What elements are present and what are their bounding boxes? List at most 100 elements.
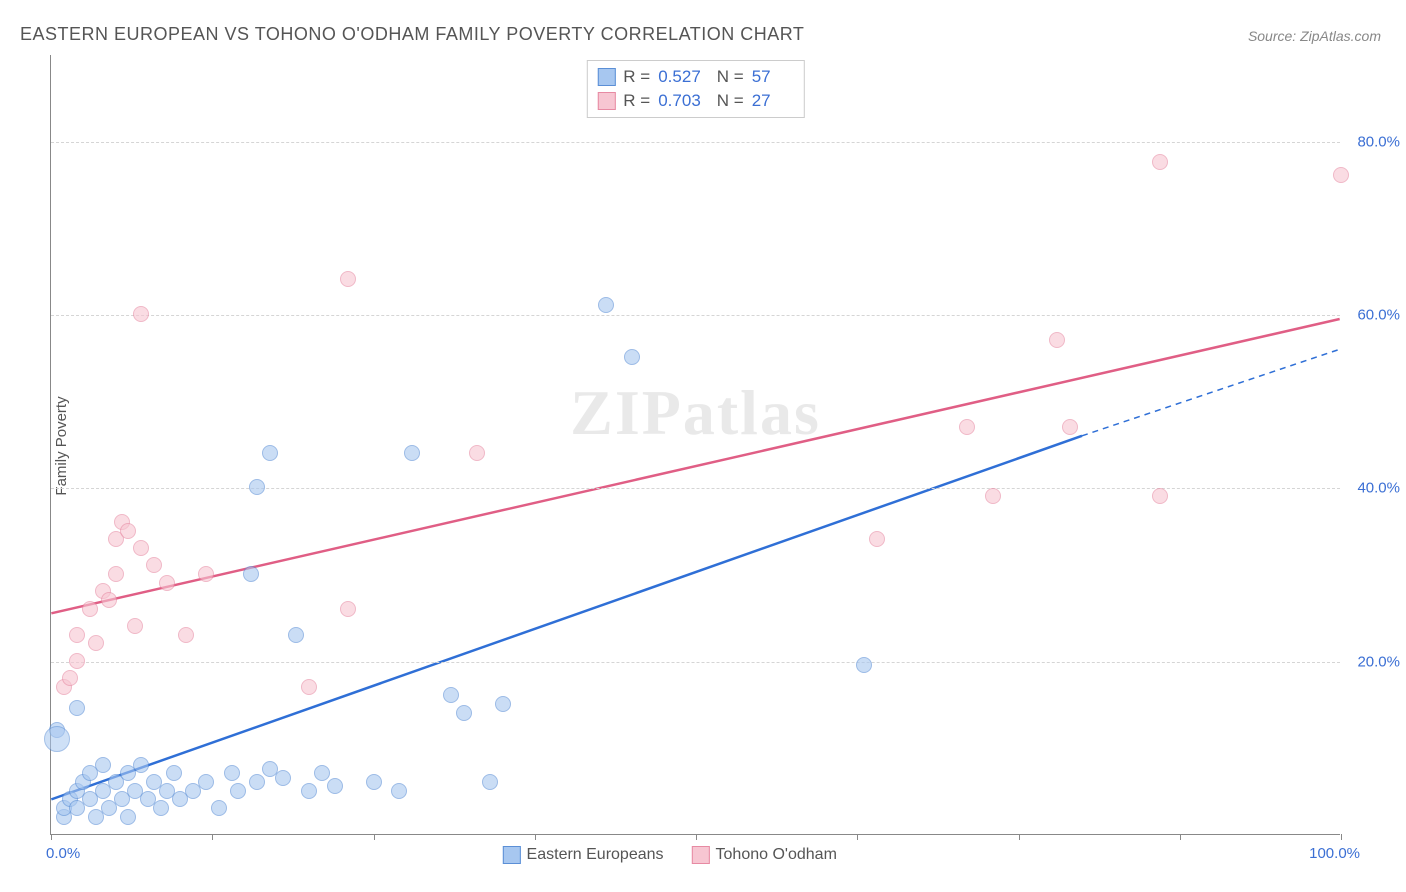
scatter-point bbox=[198, 774, 214, 790]
trend-lines-layer bbox=[51, 55, 1340, 834]
swatch-blue bbox=[503, 846, 521, 864]
stats-row-pink: R = 0.703 N = 27 bbox=[597, 89, 793, 113]
scatter-point bbox=[598, 297, 614, 313]
scatter-point bbox=[456, 705, 472, 721]
gridline bbox=[51, 142, 1340, 143]
scatter-point bbox=[391, 783, 407, 799]
scatter-point bbox=[211, 800, 227, 816]
x-tick bbox=[1341, 834, 1342, 840]
plot-area: ZIPatlas R = 0.527 N = 57 R = 0.703 N = … bbox=[50, 55, 1340, 835]
x-tick bbox=[1180, 834, 1181, 840]
scatter-point-large bbox=[44, 726, 70, 752]
scatter-point bbox=[108, 566, 124, 582]
x-tick bbox=[51, 834, 52, 840]
scatter-point bbox=[495, 696, 511, 712]
legend-item-pink: Tohono O'odham bbox=[692, 846, 837, 864]
scatter-point bbox=[482, 774, 498, 790]
n-value-blue: 57 bbox=[752, 67, 794, 87]
scatter-point bbox=[1049, 332, 1065, 348]
x-axis-max-label: 100.0% bbox=[1309, 845, 1360, 862]
scatter-point bbox=[101, 592, 117, 608]
scatter-point bbox=[88, 635, 104, 651]
r-value-pink: 0.703 bbox=[658, 91, 701, 111]
scatter-point bbox=[469, 445, 485, 461]
scatter-point bbox=[366, 774, 382, 790]
x-tick bbox=[535, 834, 536, 840]
scatter-point bbox=[288, 627, 304, 643]
x-tick bbox=[212, 834, 213, 840]
scatter-point bbox=[133, 757, 149, 773]
n-label: N = bbox=[717, 67, 744, 87]
trend-line-blue bbox=[51, 436, 1082, 800]
scatter-point bbox=[153, 800, 169, 816]
scatter-point bbox=[95, 757, 111, 773]
scatter-point bbox=[166, 765, 182, 781]
y-tick-label: 40.0% bbox=[1357, 480, 1400, 497]
scatter-point bbox=[327, 778, 343, 794]
scatter-point bbox=[404, 445, 420, 461]
series-legend: Eastern Europeans Tohono O'odham bbox=[503, 846, 837, 864]
scatter-point bbox=[1152, 154, 1168, 170]
chart-title: EASTERN EUROPEAN VS TOHONO O'ODHAM FAMIL… bbox=[20, 24, 804, 45]
scatter-point bbox=[262, 445, 278, 461]
scatter-point bbox=[120, 809, 136, 825]
x-tick bbox=[1019, 834, 1020, 840]
gridline bbox=[51, 662, 1340, 663]
scatter-point bbox=[133, 540, 149, 556]
r-value-blue: 0.527 bbox=[658, 67, 701, 87]
swatch-pink bbox=[692, 846, 710, 864]
swatch-pink bbox=[597, 92, 615, 110]
scatter-point bbox=[275, 770, 291, 786]
x-axis-min-label: 0.0% bbox=[46, 845, 80, 862]
y-tick-label: 80.0% bbox=[1357, 133, 1400, 150]
scatter-point bbox=[301, 679, 317, 695]
scatter-point bbox=[314, 765, 330, 781]
scatter-point bbox=[198, 566, 214, 582]
n-value-pink: 27 bbox=[752, 91, 794, 111]
scatter-point bbox=[69, 627, 85, 643]
scatter-point bbox=[146, 557, 162, 573]
scatter-point bbox=[856, 657, 872, 673]
y-tick-label: 20.0% bbox=[1357, 653, 1400, 670]
x-tick bbox=[696, 834, 697, 840]
watermark: ZIPatlas bbox=[570, 376, 821, 450]
legend-label-blue: Eastern Europeans bbox=[527, 846, 664, 864]
scatter-point bbox=[62, 670, 78, 686]
n-label: N = bbox=[717, 91, 744, 111]
scatter-point bbox=[249, 479, 265, 495]
x-tick bbox=[857, 834, 858, 840]
scatter-point bbox=[985, 488, 1001, 504]
legend-label-pink: Tohono O'odham bbox=[716, 846, 837, 864]
scatter-point bbox=[869, 531, 885, 547]
stats-row-blue: R = 0.527 N = 57 bbox=[597, 65, 793, 89]
r-label: R = bbox=[623, 91, 650, 111]
scatter-point bbox=[159, 575, 175, 591]
scatter-point bbox=[120, 523, 136, 539]
chart-container: EASTERN EUROPEAN VS TOHONO O'ODHAM FAMIL… bbox=[0, 0, 1406, 892]
scatter-point bbox=[340, 271, 356, 287]
gridline bbox=[51, 488, 1340, 489]
scatter-point bbox=[243, 566, 259, 582]
stats-legend-box: R = 0.527 N = 57 R = 0.703 N = 27 bbox=[586, 60, 804, 118]
scatter-point bbox=[624, 349, 640, 365]
scatter-point bbox=[301, 783, 317, 799]
scatter-point bbox=[69, 700, 85, 716]
r-label: R = bbox=[623, 67, 650, 87]
scatter-point bbox=[443, 687, 459, 703]
gridline bbox=[51, 315, 1340, 316]
scatter-point bbox=[1062, 419, 1078, 435]
trend-line-blue-dashed bbox=[1082, 349, 1340, 436]
source-attribution: Source: ZipAtlas.com bbox=[1248, 28, 1381, 44]
scatter-point bbox=[127, 618, 143, 634]
scatter-point bbox=[1333, 167, 1349, 183]
scatter-point bbox=[1152, 488, 1168, 504]
scatter-point bbox=[224, 765, 240, 781]
scatter-point bbox=[82, 601, 98, 617]
scatter-point bbox=[959, 419, 975, 435]
scatter-point bbox=[133, 306, 149, 322]
x-tick bbox=[374, 834, 375, 840]
scatter-point bbox=[178, 627, 194, 643]
scatter-point bbox=[69, 653, 85, 669]
scatter-point bbox=[230, 783, 246, 799]
scatter-point bbox=[249, 774, 265, 790]
